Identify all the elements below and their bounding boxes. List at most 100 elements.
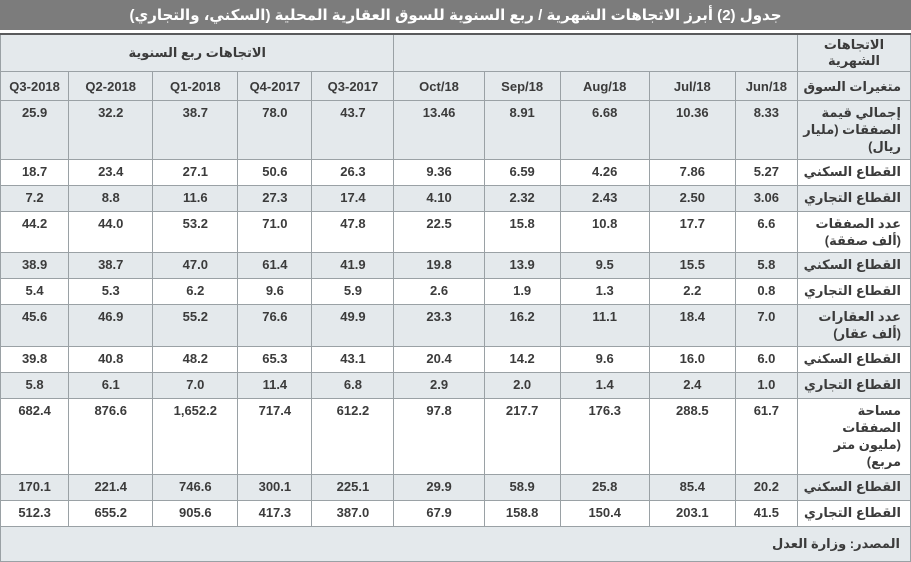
quarterly-value-cell: 876.6 [68, 398, 154, 475]
quarterly-value-cell: 300.1 [237, 473, 313, 501]
quarterly-value-cell: 8.8 [68, 184, 154, 212]
monthly-value-cell: 2.43 [559, 184, 650, 212]
quarterly-value-cell: 5.4 [0, 278, 70, 306]
quarterly-value-cell: 11.6 [152, 184, 239, 212]
table-row: القطاع التجاري 1.0 2.4 1.4 2.0 2.9 6.8 1… [0, 372, 911, 400]
monthly-value-cell: 20.2 [734, 473, 798, 501]
monthly-value-cell: 16.2 [483, 304, 561, 348]
row-label: القطاع السكني [796, 158, 911, 186]
monthly-value-cell: 203.1 [648, 499, 736, 527]
quarterly-value-cell: 17.4 [311, 184, 395, 212]
quarterly-value-cell: 44.0 [68, 210, 154, 254]
monthly-value-cell: 15.8 [483, 210, 561, 254]
monthly-value-cell: 13.9 [483, 252, 561, 280]
monthly-value-cell: 2.32 [483, 184, 561, 212]
quarterly-value-cell: 417.3 [237, 499, 313, 527]
quarterly-value-cell: 55.2 [152, 304, 239, 348]
monthly-value-cell: 2.0 [483, 372, 561, 400]
quarterly-value-cell: 170.1 [0, 473, 70, 501]
table-row: مساحة الصفقات (مليون متر مربع) 61.7 288.… [0, 398, 911, 475]
monthly-value-cell: 7.86 [648, 158, 736, 186]
quarterly-value-cell: 41.9 [311, 252, 395, 280]
month-header: Oct/18 [393, 71, 485, 101]
monthly-value-cell: 16.0 [648, 346, 736, 374]
table-row: القطاع السكني 6.0 16.0 9.6 14.2 20.4 43.… [0, 346, 911, 374]
quarterly-value-cell: 38.7 [68, 252, 154, 280]
quarterly-value-cell: 717.4 [237, 398, 313, 475]
trends-table: الاتجاهات الشهرية الاتجاهات ربع السنوية … [0, 33, 911, 562]
monthly-value-cell: 10.36 [648, 100, 736, 160]
monthly-value-cell: 14.2 [483, 346, 561, 374]
quarterly-value-cell: 78.0 [237, 100, 313, 160]
quarterly-value-cell: 48.2 [152, 346, 239, 374]
quarterly-value-cell: 612.2 [311, 398, 395, 475]
quarterly-value-cell: 905.6 [152, 499, 239, 527]
monthly-value-cell: 58.9 [483, 473, 561, 501]
monthly-value-cell: 41.5 [734, 499, 798, 527]
month-header: Sep/18 [483, 71, 561, 101]
monthly-value-cell: 5.27 [734, 158, 798, 186]
monthly-value-cell: 1.3 [559, 278, 650, 306]
table-row: عدد الصفقات (ألف صفقة) 6.6 17.7 10.8 15.… [0, 210, 911, 254]
monthly-value-cell: 6.59 [483, 158, 561, 186]
quarterly-value-cell: 43.1 [311, 346, 395, 374]
quarterly-value-cell: 27.3 [237, 184, 313, 212]
quarterly-value-cell: 38.7 [152, 100, 239, 160]
quarterly-value-cell: 5.3 [68, 278, 154, 306]
monthly-value-cell: 150.4 [559, 499, 650, 527]
monthly-value-cell: 13.46 [393, 100, 485, 160]
monthly-value-cell: 1.9 [483, 278, 561, 306]
table-row: القطاع التجاري 41.5 203.1 150.4 158.8 67… [0, 499, 911, 527]
month-header: Aug/18 [559, 71, 650, 101]
monthly-value-cell: 2.2 [648, 278, 736, 306]
quarterly-value-cell: 512.3 [0, 499, 70, 527]
quarterly-value-cell: 18.7 [0, 158, 70, 186]
source-note: المصدر: وزارة العدل [0, 525, 911, 562]
quarter-header: 2018-Q2 [68, 71, 154, 101]
month-header: Jul/18 [648, 71, 736, 101]
quarterly-value-cell: 225.1 [311, 473, 395, 501]
quarterly-value-cell: 6.1 [68, 372, 154, 400]
table-row: القطاع السكني 5.27 7.86 4.26 6.59 9.36 2… [0, 158, 911, 186]
quarterly-value-cell: 76.6 [237, 304, 313, 348]
quarterly-value-cell: 7.2 [0, 184, 70, 212]
monthly-value-cell: 176.3 [559, 398, 650, 475]
monthly-value-cell: 9.6 [559, 346, 650, 374]
monthly-value-cell: 1.0 [734, 372, 798, 400]
quarter-header: 2018-Q1 [152, 71, 239, 101]
quarterly-value-cell: 23.4 [68, 158, 154, 186]
monthly-value-cell: 25.8 [559, 473, 650, 501]
row-label: عدد الصفقات (ألف صفقة) [796, 210, 911, 254]
market-variables-header: متغيرات السوق [796, 71, 911, 101]
quarterly-value-cell: 9.6 [237, 278, 313, 306]
quarterly-value-cell: 5.8 [0, 372, 70, 400]
month-header: Jun/18 [734, 71, 798, 101]
quarterly-value-cell: 44.2 [0, 210, 70, 254]
quarterly-value-cell: 53.2 [152, 210, 239, 254]
monthly-trends-group-header: الاتجاهات الشهرية [796, 33, 911, 72]
quarterly-value-cell: 47.8 [311, 210, 395, 254]
monthly-value-cell: 8.33 [734, 100, 798, 160]
table-title: جدول (2) أبرز الاتجاهات الشهرية / ربع ال… [0, 0, 911, 30]
quarterly-value-cell: 61.4 [237, 252, 313, 280]
quarter-header: 2017-Q3 [311, 71, 395, 101]
monthly-value-cell: 4.10 [393, 184, 485, 212]
quarterly-value-cell: 6.8 [311, 372, 395, 400]
monthly-value-cell: 6.0 [734, 346, 798, 374]
row-label: عدد العقارات (ألف عقار) [796, 304, 911, 348]
row-label: القطاع التجاري [796, 499, 911, 527]
table-row: عدد العقارات (ألف عقار) 7.0 18.4 11.1 16… [0, 304, 911, 348]
monthly-value-cell: 20.4 [393, 346, 485, 374]
row-label: القطاع السكني [796, 252, 911, 280]
monthly-value-cell: 2.9 [393, 372, 485, 400]
monthly-value-cell: 1.4 [559, 372, 650, 400]
quarterly-value-cell: 45.6 [0, 304, 70, 348]
monthly-value-cell: 18.4 [648, 304, 736, 348]
table-row: القطاع السكني 5.8 15.5 9.5 13.9 19.8 41.… [0, 252, 911, 280]
quarterly-value-cell: 43.7 [311, 100, 395, 160]
quarterly-value-cell: 65.3 [237, 346, 313, 374]
monthly-value-cell: 217.7 [483, 398, 561, 475]
monthly-value-cell: 9.36 [393, 158, 485, 186]
quarterly-value-cell: 5.9 [311, 278, 395, 306]
monthly-value-cell: 67.9 [393, 499, 485, 527]
